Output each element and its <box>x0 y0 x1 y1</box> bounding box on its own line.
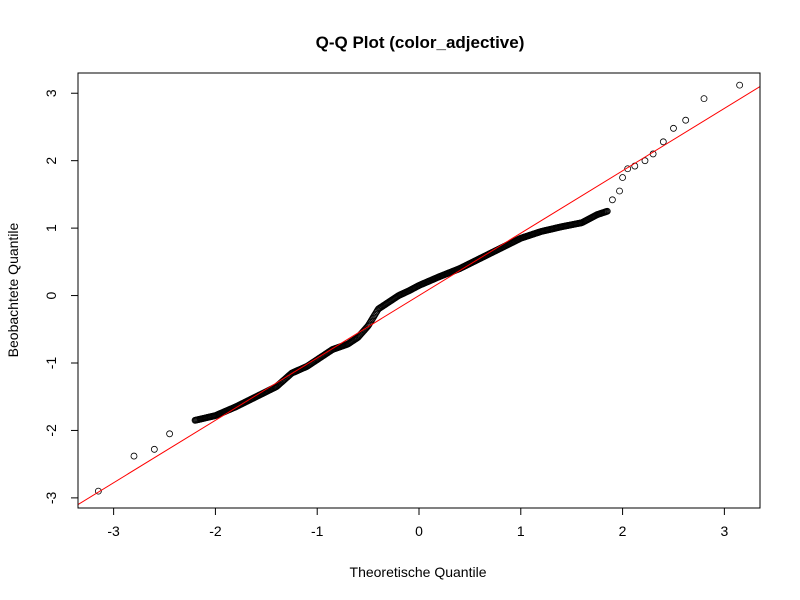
x-tick-label: 2 <box>619 523 627 539</box>
y-axis: -3 -2 -1 0 1 2 3 <box>43 89 79 504</box>
x-tick-label: -1 <box>311 523 324 539</box>
data-point <box>682 116 690 124</box>
data-point <box>700 95 708 103</box>
data-point <box>150 445 158 453</box>
y-tick-label: 1 <box>43 224 59 232</box>
reference-line <box>78 86 760 505</box>
x-tick-label: -3 <box>107 523 120 539</box>
x-tick-label: 3 <box>720 523 728 539</box>
y-tick-label: -2 <box>43 424 59 437</box>
data-point <box>603 207 611 215</box>
data-point <box>609 196 616 204</box>
x-tick-label: -2 <box>209 523 222 539</box>
data-point <box>363 323 371 331</box>
data-point <box>624 165 632 173</box>
y-tick-label: -1 <box>43 357 59 370</box>
x-axis-label: Theoretische Quantile <box>350 564 487 580</box>
data-point <box>616 187 623 195</box>
data-point <box>736 81 744 89</box>
data-point <box>670 124 677 132</box>
data-points <box>94 81 744 495</box>
data-point <box>659 138 667 146</box>
reference-line-layer <box>78 86 760 505</box>
y-axis-label: Beobachtete Quantile <box>5 222 21 357</box>
y-tick-label: 0 <box>43 291 59 299</box>
x-axis: -3 -2 -1 0 1 2 3 <box>107 507 728 539</box>
data-point <box>130 452 138 460</box>
data-point <box>94 487 102 495</box>
data-point <box>166 430 174 438</box>
data-point <box>641 157 649 165</box>
chart-title: Q-Q Plot (color_adjective) <box>316 33 525 52</box>
x-tick-label: 0 <box>415 523 423 539</box>
y-tick-label: 2 <box>43 157 59 165</box>
y-tick-label: -3 <box>43 491 59 504</box>
x-tick-label: 1 <box>517 523 525 539</box>
data-point <box>619 174 626 181</box>
y-tick-label: 3 <box>43 89 59 97</box>
